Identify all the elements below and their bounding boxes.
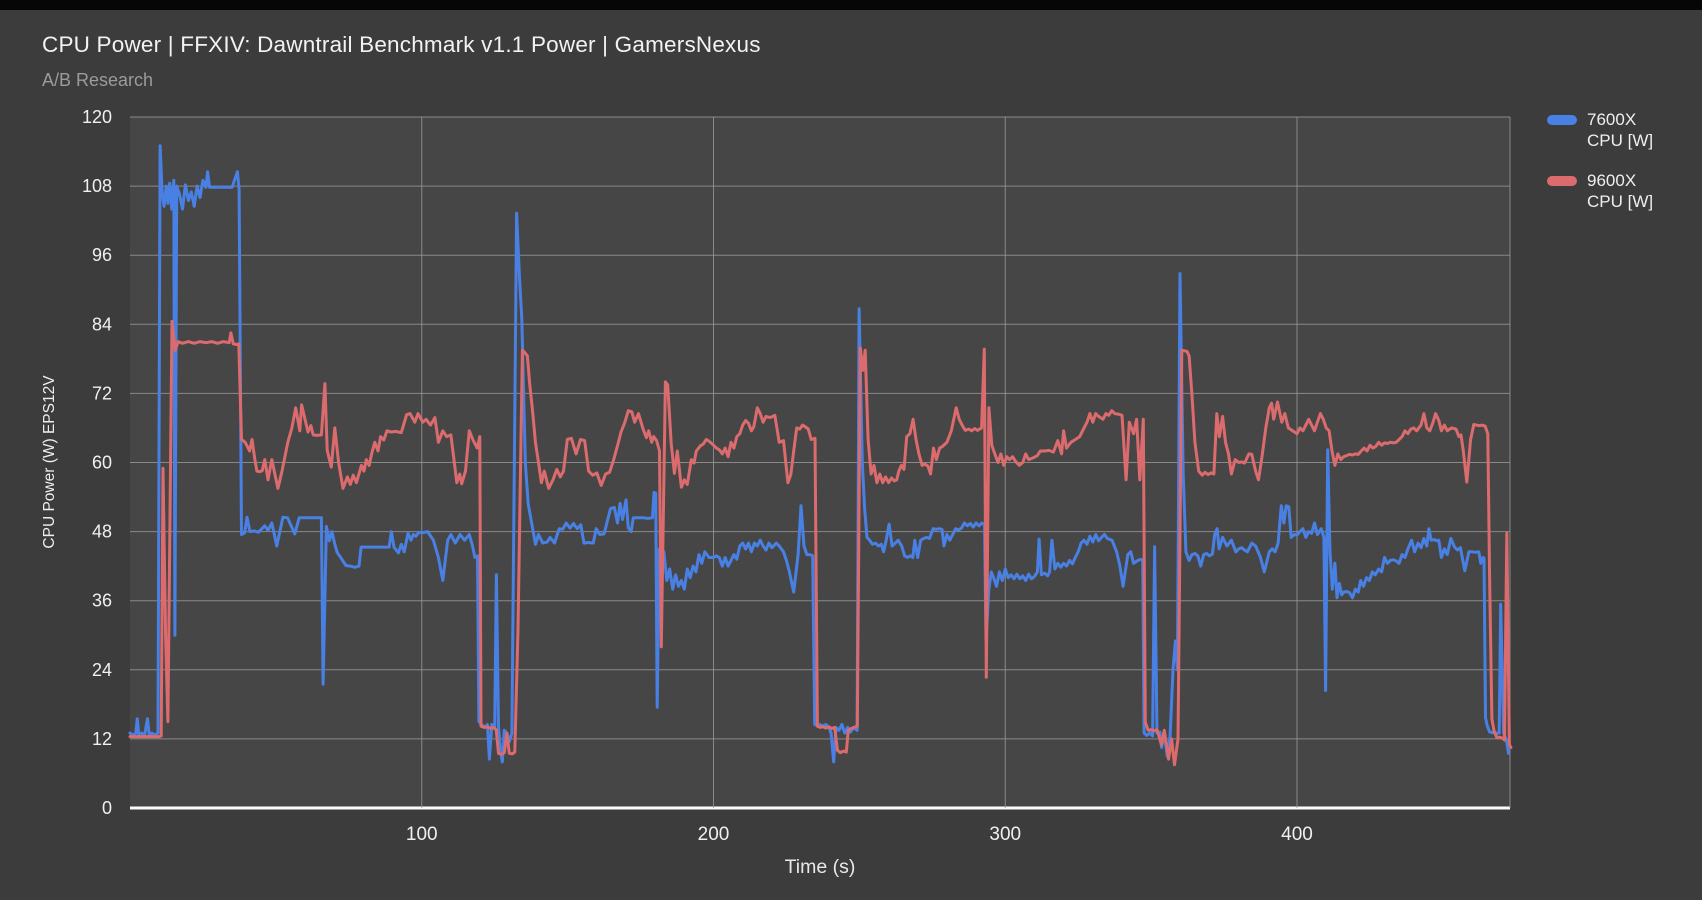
legend-series-name: 9600X: [1587, 171, 1637, 190]
legend-label: 9600X CPU [W]: [1587, 170, 1653, 212]
legend-series-unit: CPU [W]: [1587, 131, 1654, 150]
x-tick-label: 400: [1281, 824, 1313, 845]
series-line-7600x: [128, 144, 1510, 764]
x-tick-label: 300: [989, 824, 1021, 845]
x-axis-title: Time (s): [784, 856, 856, 878]
y-tick-label: 96: [92, 245, 112, 265]
y-tick-label: 60: [92, 453, 112, 473]
legend-item-7600x[interactable]: 7600X CPU [W]: [1547, 109, 1653, 151]
legend-swatch-red-icon: [1547, 176, 1577, 186]
chart-legend: 7600X CPU [W] 9600X CPU [W]: [1547, 109, 1653, 212]
chart-subtitle: A/B Research: [42, 70, 154, 90]
y-tick-label: 36: [92, 591, 112, 611]
x-tick-label: 200: [698, 824, 730, 845]
y-tick-label: 72: [92, 383, 112, 403]
y-tick-label: 24: [92, 660, 112, 680]
chart-title: CPU Power | FFXIV: Dawntrail Benchmark v…: [42, 32, 761, 57]
series-line-9600x: [128, 319, 1513, 767]
legend-item-9600x[interactable]: 9600X CPU [W]: [1547, 170, 1653, 212]
y-tick-label: 0: [102, 798, 112, 818]
y-tick-label: 108: [82, 176, 112, 196]
legend-series-name: 7600X: [1587, 110, 1637, 129]
y-axis-title: CPU Power (W) EPS12V: [41, 375, 58, 549]
y-tick-label: 120: [82, 107, 112, 127]
legend-series-unit: CPU [W]: [1587, 192, 1654, 211]
legend-swatch-blue-icon: [1547, 115, 1577, 125]
y-tick-label: 12: [92, 729, 112, 749]
y-tick-label: 84: [92, 314, 112, 334]
legend-label: 7600X CPU [W]: [1587, 109, 1653, 151]
x-tick-label: 100: [406, 824, 438, 845]
y-tick-label: 48: [92, 522, 112, 542]
top-black-strip: [0, 0, 1702, 10]
